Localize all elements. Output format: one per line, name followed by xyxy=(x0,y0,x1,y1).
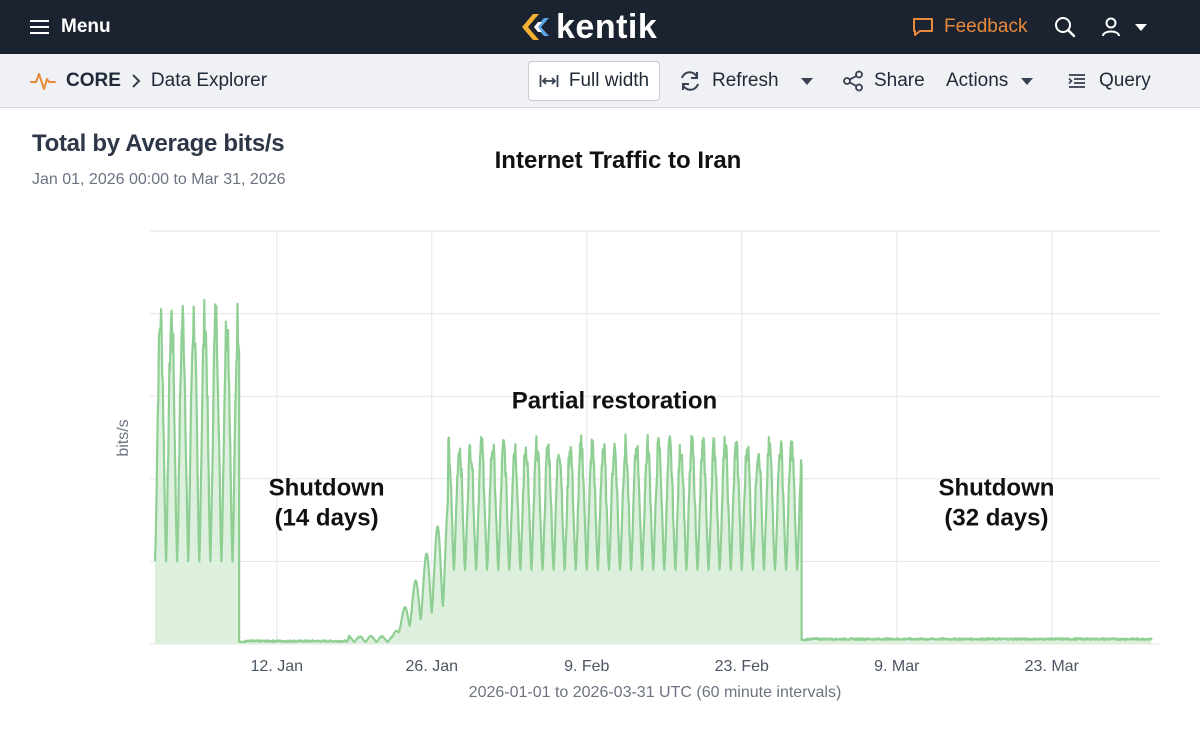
menu-label: Menu xyxy=(61,16,111,37)
menu-button[interactable]: Menu xyxy=(30,0,111,54)
chart-annotation: (32 days) xyxy=(944,504,1048,531)
actions-label: Actions xyxy=(946,70,1009,91)
refresh-label: Refresh xyxy=(712,70,779,91)
panel-title: Total by Average bits/s xyxy=(32,130,285,157)
breadcrumb-current-page: Data Explorer xyxy=(150,70,268,91)
query-button[interactable]: Query xyxy=(1067,54,1151,108)
chart-annotation: Shutdown xyxy=(938,474,1054,501)
y-axis-label: bits/s xyxy=(115,419,132,456)
x-tick-label: 9. Feb xyxy=(564,658,609,675)
full-width-label: Full width xyxy=(568,70,650,91)
user-icon xyxy=(1102,17,1120,37)
x-axis-label: 2026-01-01 to 2026-03-31 UTC (60 minute … xyxy=(469,684,842,701)
hamburger-menu-icon xyxy=(30,20,49,34)
share-label: Share xyxy=(874,70,925,91)
query-label: Query xyxy=(1099,70,1151,91)
caret-down-icon xyxy=(801,78,813,85)
chart-title: Internet Traffic to Iran xyxy=(494,147,742,174)
chart-annotation: (14 days) xyxy=(275,504,379,531)
chart-annotation: Partial restoration xyxy=(512,388,717,415)
share-icon xyxy=(843,70,863,92)
refresh-button[interactable]: Refresh xyxy=(678,54,779,108)
feedback-button[interactable]: Feedback xyxy=(912,0,1027,54)
x-tick-label: 26. Jan xyxy=(406,658,458,675)
x-tick-label: 9. Mar xyxy=(874,658,920,675)
refresh-icon xyxy=(681,71,699,91)
refresh-options-dropdown[interactable] xyxy=(800,54,814,108)
search-button[interactable] xyxy=(1053,0,1077,54)
logo-text: kentik xyxy=(556,7,658,46)
x-tick-label: 12. Jan xyxy=(251,658,303,675)
search-icon xyxy=(1055,17,1076,38)
feedback-label: Feedback xyxy=(944,16,1028,37)
activity-pulse-icon xyxy=(30,73,56,90)
page-toolbar: CORE Data Explorer Full width Refresh xyxy=(0,54,1200,108)
panel-date-range: Jan 01, 2026 00:00 to Mar 31, 2026 xyxy=(32,171,286,188)
query-list-icon xyxy=(1068,74,1085,88)
actions-dropdown[interactable]: Actions xyxy=(946,54,1034,108)
x-tick-label: 23. Mar xyxy=(1025,658,1080,675)
series-area-fill xyxy=(155,299,1152,644)
share-button[interactable]: Share xyxy=(842,54,925,108)
speech-bubble-icon xyxy=(913,18,933,36)
chart-annotation: Shutdown xyxy=(269,474,385,501)
chevron-down-icon xyxy=(1135,24,1147,31)
full-width-icon xyxy=(539,75,559,87)
series-line xyxy=(153,298,1153,643)
full-width-button[interactable]: Full width xyxy=(528,61,660,101)
kentik-logo-icon xyxy=(522,14,549,40)
breadcrumb-core-link[interactable]: CORE xyxy=(66,70,121,91)
top-navigation-bar: Menu kentik Feedback xyxy=(0,0,1200,54)
x-tick-label: 23. Feb xyxy=(715,658,769,675)
caret-down-icon xyxy=(1021,78,1034,85)
kentik-logo[interactable]: kentik xyxy=(520,0,657,54)
user-menu-button[interactable] xyxy=(1100,0,1148,54)
chevron-right-icon xyxy=(132,74,141,88)
breadcrumb: CORE Data Explorer xyxy=(30,54,267,108)
